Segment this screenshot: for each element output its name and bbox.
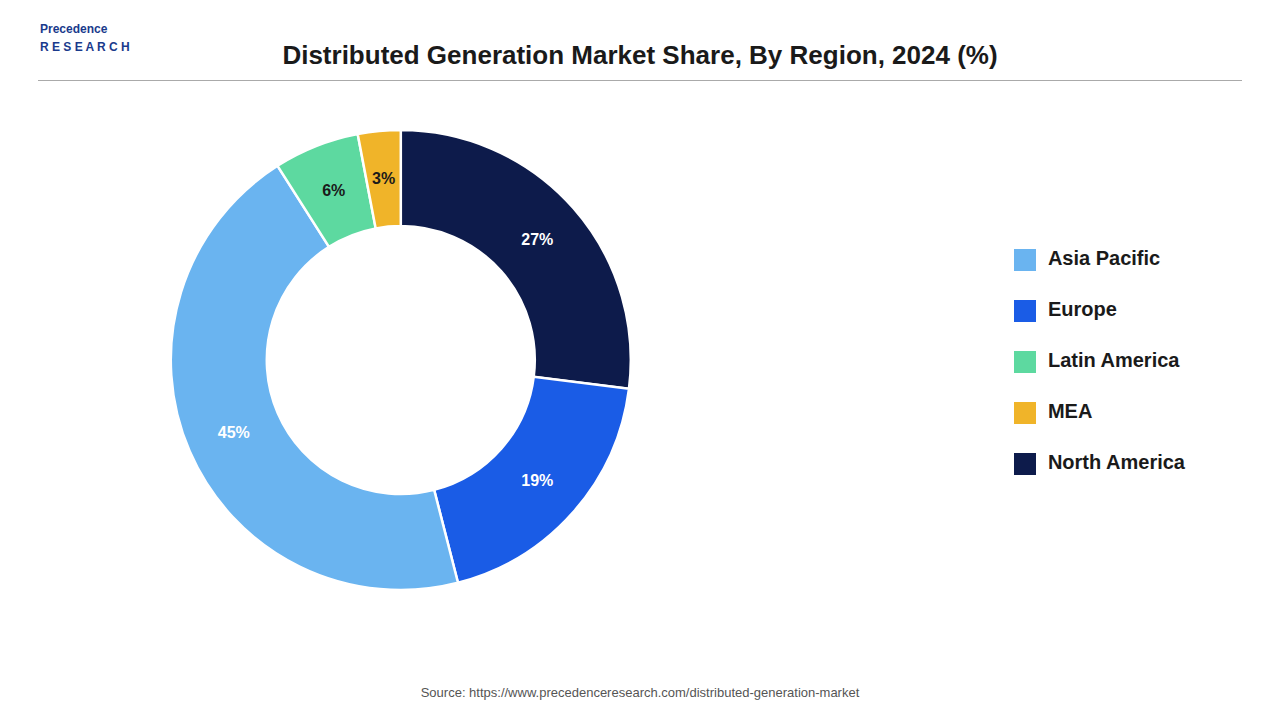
svg-text:45%: 45%: [218, 424, 250, 441]
svg-text:27%: 27%: [521, 231, 553, 248]
html-text:MEA: MEA: [1047, 399, 1093, 422]
html-text:Asia Pacific: Asia Pacific: [1047, 246, 1161, 269]
html-text:Latin America: Latin America: [1047, 348, 1180, 371]
html-text:Europe: Europe: [1047, 297, 1117, 320]
svg-text:3%: 3%: [372, 170, 395, 187]
html-text:R E S E A R C H: R E S E A R C H: [40, 40, 130, 54]
svg-text:19%: 19%: [521, 472, 553, 489]
html-text:Source: https://www.precedence: Source: https://www.precedenceresearch.c…: [420, 685, 860, 700]
html-text:North America: North America: [1047, 450, 1185, 473]
html-text:Precedence: Precedence: [40, 22, 108, 36]
html-text:Distributed Generation Market: Distributed Generation Market Share, By …: [282, 40, 998, 70]
svg-text:6%: 6%: [322, 182, 345, 199]
